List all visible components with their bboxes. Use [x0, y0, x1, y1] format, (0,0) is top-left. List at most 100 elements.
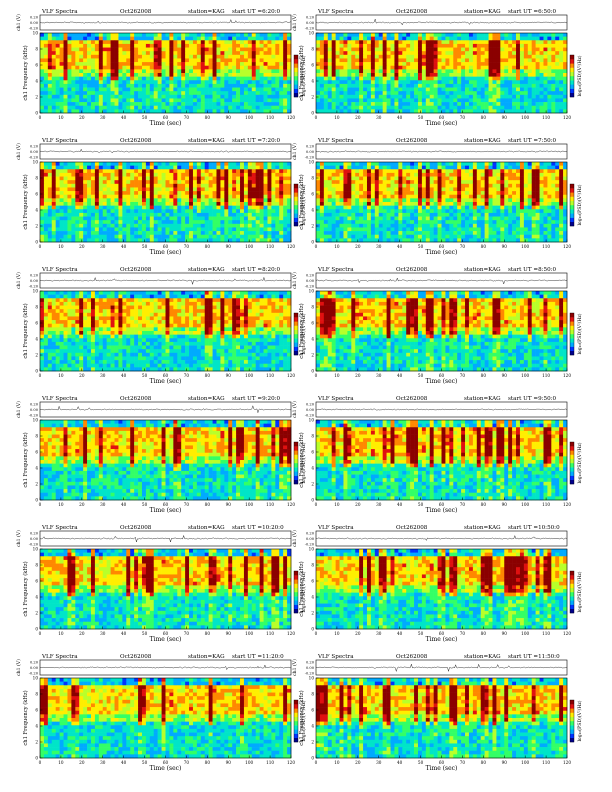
spectrogram-cell — [157, 220, 162, 225]
spectrogram-cell — [366, 76, 372, 81]
spectrogram-cell — [102, 216, 107, 221]
spectrogram-cell — [425, 83, 431, 88]
spectrogram-cell — [516, 94, 521, 99]
spectrogram-cell — [177, 162, 182, 166]
spectrogram-cell — [563, 40, 568, 45]
spectrogram-cell — [271, 162, 276, 166]
spectrogram-cell — [118, 191, 123, 196]
spectrogram-cell — [500, 191, 505, 196]
spectrogram-cell — [75, 87, 80, 92]
spectrogram-cell — [145, 80, 151, 85]
spectrogram-cell — [406, 40, 411, 45]
spectrogram-cell — [496, 43, 501, 48]
spectrogram-cell — [141, 76, 147, 81]
spectrogram-cell — [98, 238, 104, 243]
spectrogram-cell — [347, 73, 352, 77]
spectrogram-cell — [165, 172, 170, 177]
spectrogram-cell — [259, 212, 264, 217]
spectrogram-cell — [429, 47, 434, 52]
spectrogram-cell — [394, 36, 399, 41]
spectrogram-cell — [161, 105, 166, 110]
spectrogram-cell — [83, 191, 88, 196]
spectrogram-cell — [75, 76, 80, 81]
spectrogram-cell — [488, 94, 493, 99]
spectrogram-cell — [47, 54, 53, 59]
colorbar-segment — [294, 188, 298, 193]
spectrogram-cell — [59, 40, 64, 45]
spectrogram-cell — [351, 98, 356, 103]
spectrogram-cell — [240, 191, 245, 196]
spectrogram-cell — [138, 58, 143, 63]
spectrogram-cell — [271, 80, 276, 85]
spectrogram-cell — [283, 227, 288, 232]
spectrogram-cell — [204, 220, 209, 225]
time-tick-label: 80 — [205, 115, 211, 120]
spectrogram-cell — [40, 191, 45, 196]
spectrogram-cell — [204, 231, 209, 236]
spectrogram-cell — [563, 169, 568, 174]
spectrogram-cell — [149, 227, 155, 232]
spectrogram-cell — [316, 43, 321, 48]
spectrogram-cell — [516, 62, 521, 67]
spectrogram-cell — [378, 109, 383, 114]
spectrogram-cell — [232, 105, 237, 110]
spectrogram-cell — [445, 62, 450, 67]
spectrogram-cell — [476, 169, 482, 174]
spectrogram-cell — [232, 191, 237, 196]
spectrogram-cell — [374, 51, 380, 56]
spectrogram-cell — [527, 65, 532, 70]
spectrogram-cell — [208, 58, 213, 63]
spectrogram-cell — [94, 205, 100, 210]
spectrogram-cell — [339, 183, 344, 188]
spectrogram-cell — [519, 62, 525, 67]
spectrogram-cell — [185, 58, 190, 63]
spectrogram-cell — [196, 231, 202, 236]
spectrogram-cell — [149, 169, 155, 174]
spectrogram-cell — [255, 58, 260, 63]
spectrogram-cell — [169, 94, 174, 99]
spectrogram-cell — [488, 73, 493, 77]
spectrogram-cell — [394, 169, 399, 174]
spectrogram-cell — [316, 87, 321, 92]
spectrogram-cell — [283, 238, 288, 243]
spectrogram-cell — [47, 98, 53, 103]
spectrogram-cell — [323, 76, 329, 81]
spectrogram-cell — [185, 62, 190, 67]
spectrogram-cell — [216, 202, 221, 206]
spectrogram-cell — [425, 180, 431, 185]
freq-tick-label: 2 — [35, 95, 38, 100]
spectrogram-cell — [185, 43, 190, 48]
spectrogram-cell — [366, 172, 372, 177]
spectrogram-cell — [255, 198, 260, 203]
spectrogram-cell — [287, 169, 292, 174]
spectrogram-cell — [516, 169, 521, 174]
spectrogram-cell — [236, 180, 241, 185]
spectrogram-cell — [563, 83, 568, 88]
spectrogram-cell — [476, 94, 482, 99]
spectrogram-cell — [255, 54, 260, 59]
spectrogram-cell — [181, 227, 186, 232]
spectrogram-cell — [488, 33, 493, 37]
spectrogram-cell — [192, 33, 198, 37]
spectrogram-cell — [98, 33, 104, 37]
spectrogram-cell — [347, 43, 352, 48]
spectrogram-cell — [410, 87, 415, 92]
spectrogram-cell — [351, 83, 356, 88]
spectrogram-cell — [55, 187, 60, 192]
spectrogram-cell — [461, 65, 466, 70]
spectrogram-cell — [508, 94, 513, 99]
spectrogram-cell — [161, 40, 166, 45]
spectrogram-cell — [378, 105, 383, 110]
spectrogram-cell — [220, 180, 225, 185]
spectrogram-cell — [247, 205, 253, 210]
spectrogram-cell — [43, 80, 49, 85]
spectrogram-cell — [484, 69, 489, 74]
spectrogram-cell — [394, 162, 399, 166]
spectrogram-cell — [216, 162, 221, 166]
spectrogram-cell — [87, 54, 92, 59]
spectrogram-cell — [59, 176, 64, 181]
spectrogram-cell — [461, 162, 466, 166]
spectrogram-cell — [240, 165, 245, 170]
spectrogram-cell — [484, 162, 489, 166]
spectrogram-cell — [47, 162, 53, 166]
